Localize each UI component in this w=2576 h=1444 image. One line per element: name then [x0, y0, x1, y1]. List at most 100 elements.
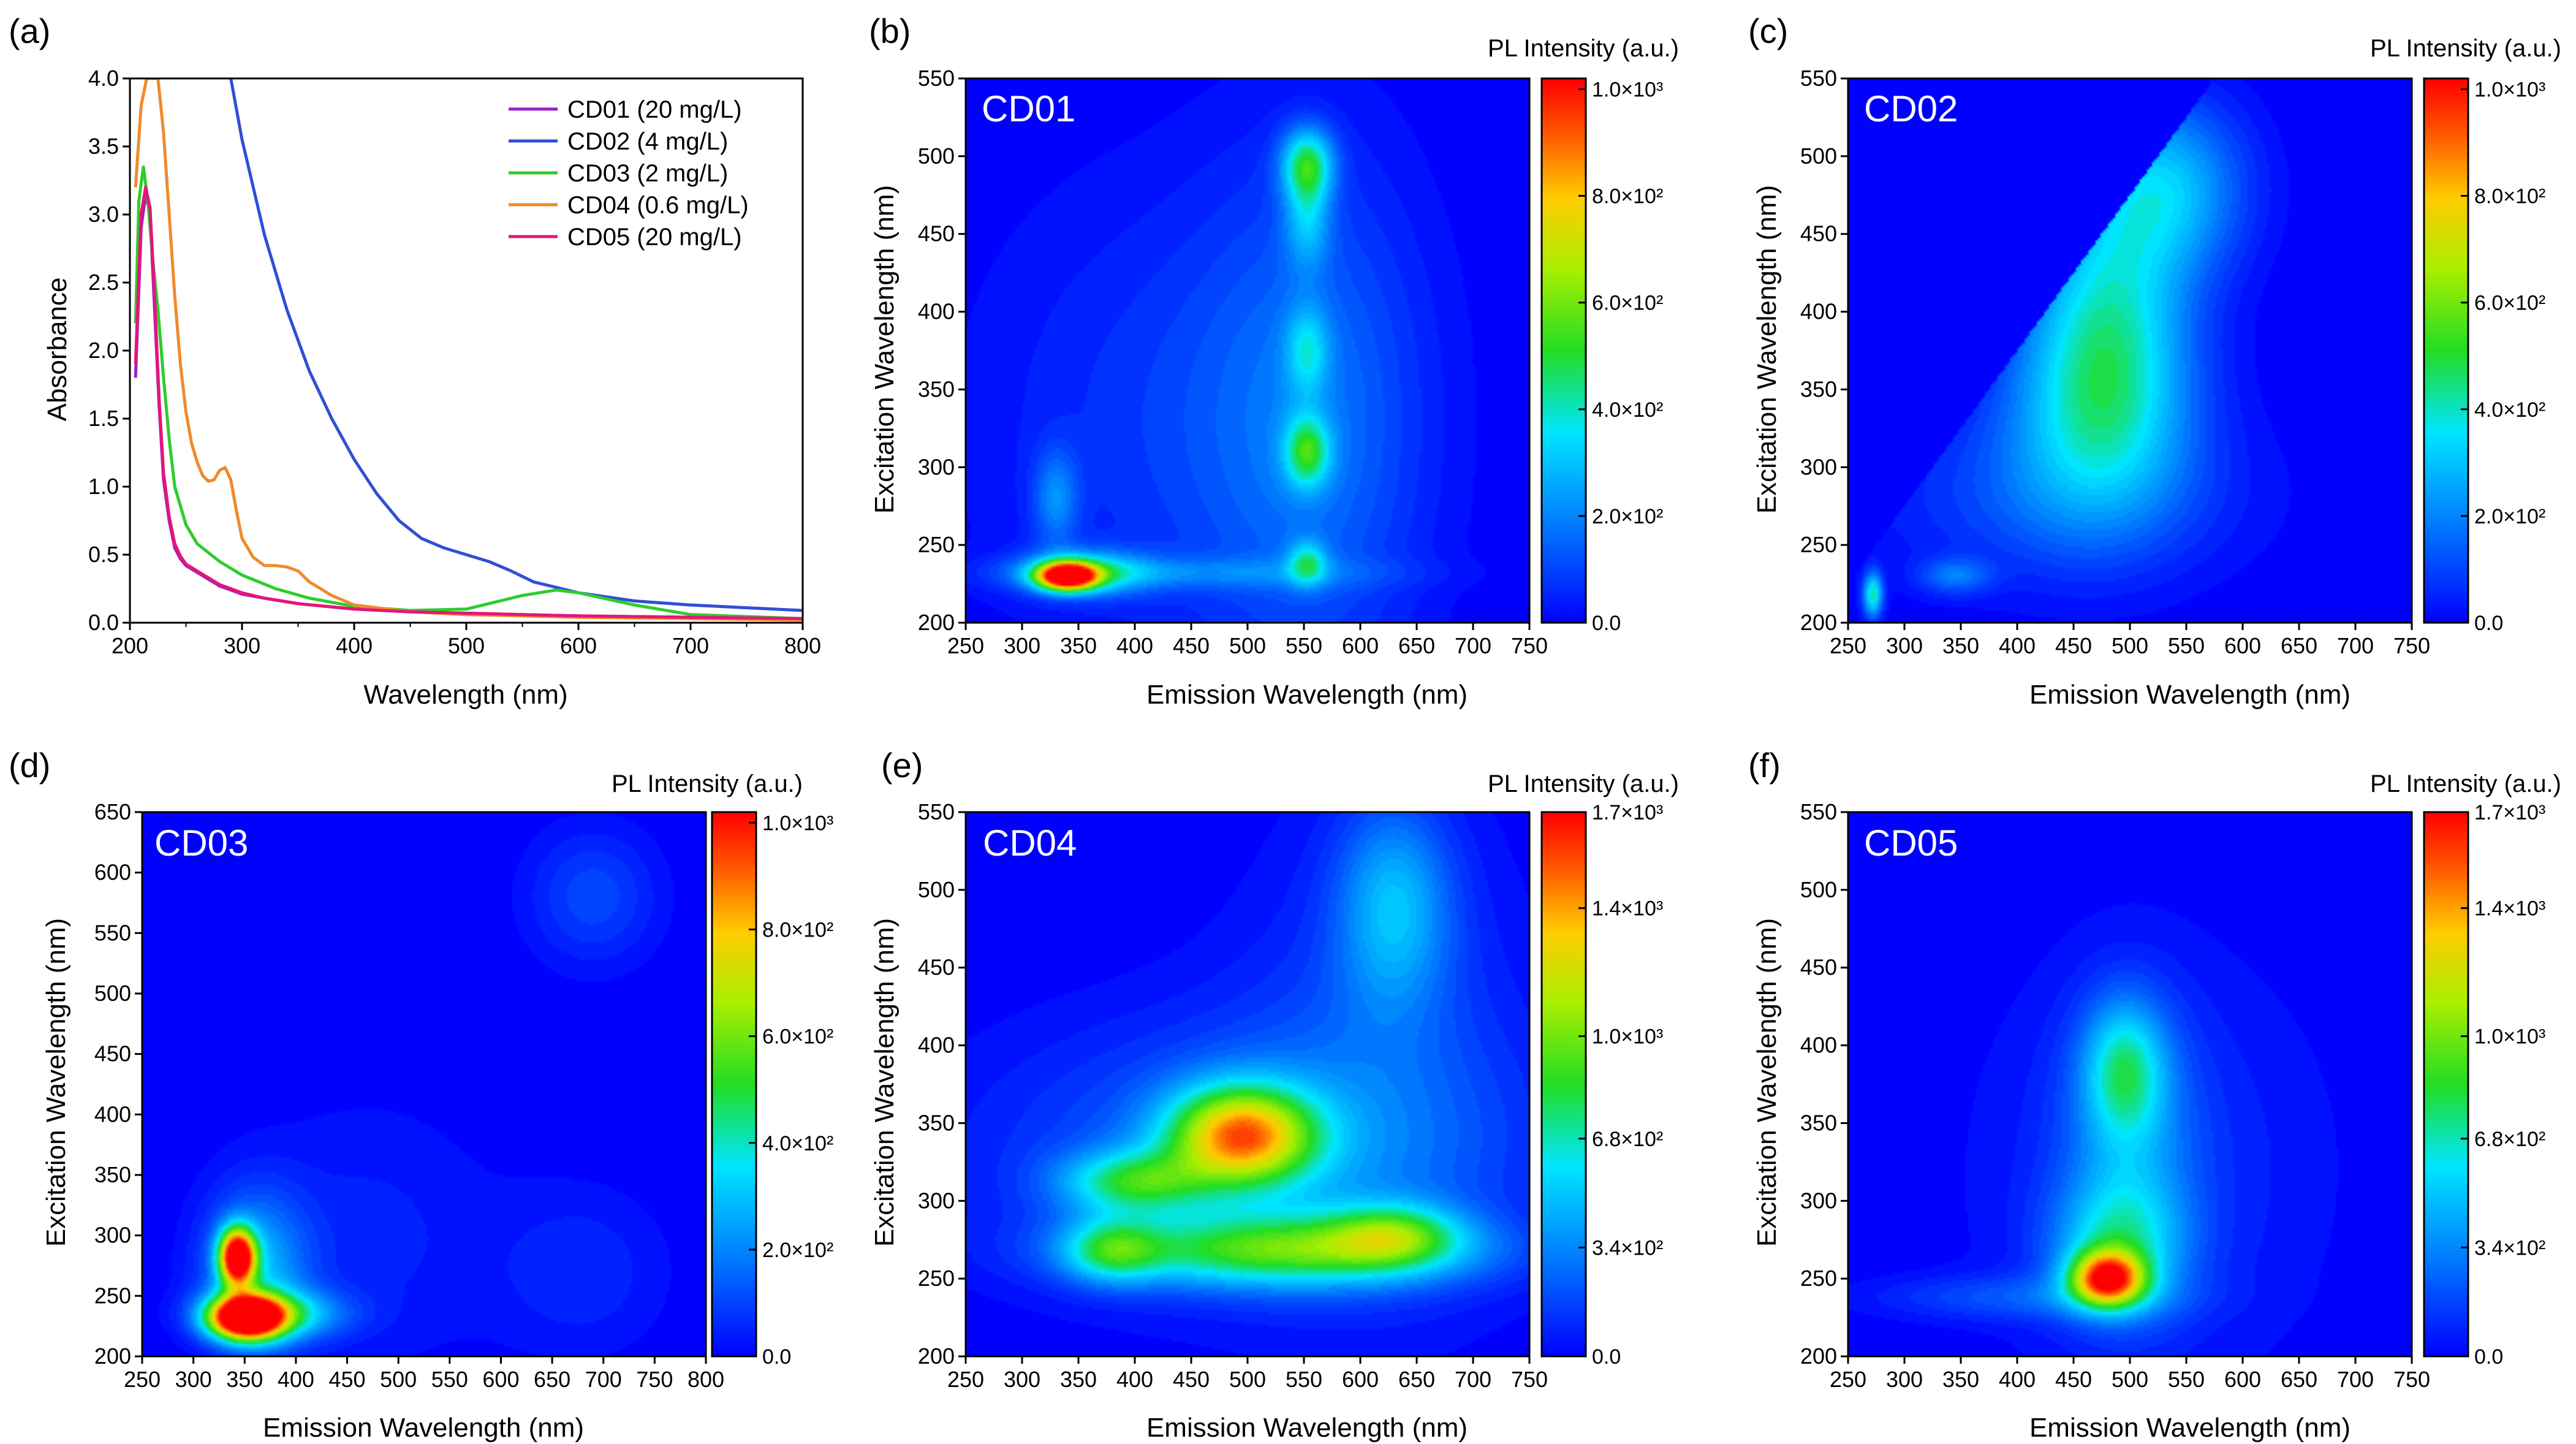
colorbar-tick-label: 1.0×10³ [2474, 1025, 2545, 1049]
colorbar-tick-label: 1.7×10³ [1592, 801, 1663, 824]
y-tick-label: 400 [918, 299, 955, 324]
y-tick-label: 450 [94, 1041, 131, 1066]
x-tick-label: 450 [1173, 633, 1210, 658]
x-axis-label: Emission Wavelength (nm) [1146, 1413, 1468, 1443]
colorbar-tick-label: 1.4×10³ [1592, 897, 1663, 921]
series-layer [134, 78, 803, 622]
colorbar: 0.0 2.0×10² 4.0×10² 6.0×10² 8.0×10² 1.0×10³ [2423, 77, 2545, 635]
colorbar-tick-label: 2.0×10² [762, 1239, 833, 1262]
y-tick-label: 0.0 [88, 610, 119, 635]
x-tick-label: 700 [1455, 1367, 1491, 1392]
sample-label: CD03 [154, 823, 248, 864]
x-tick-label: 450 [2055, 1367, 2092, 1392]
colorbar-tick-label: 3.4×10² [1592, 1236, 1663, 1260]
x-tick-label: 700 [672, 633, 709, 658]
intensity-map [1848, 812, 2412, 1356]
series-line [134, 186, 803, 620]
y-tick-label: 200 [918, 1343, 955, 1369]
y-tick-label: 300 [1800, 1188, 1837, 1213]
x-tick-label: 750 [2393, 1367, 2430, 1392]
colorbar-gradient [711, 811, 757, 1358]
axes-layer: 200 300 400 500 600 700 800 0.0 0.5 1.0 1.5 2.0 2.5 3… [88, 66, 821, 658]
y-tick-label: 350 [1800, 1110, 1837, 1135]
x-tick-label: 550 [431, 1367, 468, 1392]
panel-d-heatmap: (d) PL Intensity (a.u.) CD03 250 300 350 40… [9, 746, 833, 1443]
colorbar-tick-label: 1.0×10³ [2474, 78, 2545, 101]
colorbar-gradient [2423, 77, 2469, 624]
y-tick-label: 500 [94, 981, 131, 1006]
y-tick-label: 500 [918, 877, 955, 902]
series-line [229, 78, 803, 612]
x-tick-label: 400 [1116, 1367, 1153, 1392]
y-tick-label: 250 [1800, 1266, 1837, 1291]
intensity-map [1848, 78, 2412, 623]
plot-border [141, 811, 707, 1358]
panel-label: (c) [1748, 12, 1788, 50]
x-tick-label: 550 [2168, 633, 2205, 658]
y-tick-label: 450 [918, 955, 955, 980]
x-tick-label: 350 [1942, 1367, 1979, 1392]
x-tick-label: 400 [1116, 633, 1153, 658]
heatmap-area [966, 78, 1529, 623]
legend-entry: CD02 (4 mg/L) [567, 128, 728, 155]
intensity-map [966, 812, 1529, 1356]
panel-e-heatmap: (e) PL Intensity (a.u.) CD04 250 300 350 40… [869, 746, 1679, 1443]
x-tick-label: 400 [278, 1367, 314, 1392]
colorbar-tick-label: 6.8×10² [2474, 1128, 2545, 1151]
x-tick-label: 550 [2168, 1367, 2205, 1392]
y-tick-label: 300 [94, 1223, 131, 1248]
x-tick-label: 300 [175, 1367, 212, 1392]
y-tick-label: 550 [918, 66, 955, 91]
y-axis-label: Absorbance [42, 278, 72, 422]
x-tick-label: 300 [1004, 633, 1040, 658]
x-tick-label: 500 [448, 633, 485, 658]
colorbar-title: PL Intensity (a.u.) [2370, 35, 2561, 62]
x-tick-label: 650 [1398, 633, 1435, 658]
y-tick-label: 550 [1800, 66, 1837, 91]
panel-label: (d) [9, 746, 50, 785]
y-tick-label: 450 [918, 221, 955, 246]
x-tick-label: 700 [1455, 633, 1491, 658]
x-tick-label: 500 [2112, 633, 2148, 658]
colorbar-tick-label: 4.0×10² [2474, 398, 2545, 422]
x-tick-label: 350 [226, 1367, 263, 1392]
x-tick-label: 600 [2224, 1367, 2261, 1392]
colorbar: 0.0 2.0×10² 4.0×10² 6.0×10² 8.0×10² 1.0×10³ [711, 811, 833, 1369]
x-tick-label: 250 [1830, 633, 1866, 658]
y-tick-label: 2.0 [88, 338, 119, 363]
colorbar-gradient [1540, 811, 1587, 1358]
heatmap-area [966, 812, 1529, 1356]
y-axis-label: Excitation Wavelength (nm) [869, 185, 900, 514]
x-tick-label: 500 [380, 1367, 417, 1392]
x-tick-label: 600 [1342, 1367, 1379, 1392]
colorbar-tick-label: 1.0×10³ [762, 811, 833, 835]
y-tick-label: 400 [918, 1033, 955, 1058]
sample-label: CD04 [983, 823, 1077, 864]
colorbar-tick-label: 2.0×10² [2474, 505, 2545, 528]
axes-layer: 250 300 350 400 450 500 550 600 650 700 750 8002002… [94, 799, 724, 1392]
axes-layer: 250 300 350 400 450 500 550 600 650 700 7502002503… [1800, 66, 2430, 658]
panel-label: (f) [1748, 746, 1781, 785]
y-tick-label: 200 [1800, 610, 1837, 635]
y-tick-label: 250 [918, 1266, 955, 1291]
axes-layer: 250 300 350 400 450 500 550 600 650 700 7502002503… [918, 66, 1548, 658]
y-tick-label: 400 [1800, 299, 1837, 324]
colorbar-tick-label: 8.0×10² [1592, 185, 1663, 208]
y-tick-label: 500 [1800, 143, 1837, 169]
y-tick-label: 300 [918, 1188, 955, 1213]
colorbar-tick-label: 1.7×10³ [2474, 801, 2545, 824]
y-axis-label: Excitation Wavelength (nm) [869, 918, 900, 1247]
colorbar-tick-label: 6.0×10² [2474, 292, 2545, 315]
panel-c-heatmap: (c) PL Intensity (a.u.) CD02 250 300 350 40… [1748, 12, 2561, 710]
x-tick-label: 750 [1511, 633, 1548, 658]
x-axis-label: Wavelength (nm) [363, 680, 567, 710]
y-tick-label: 1.0 [88, 474, 119, 499]
x-tick-label: 300 [1886, 1367, 1923, 1392]
series-line [134, 78, 803, 622]
x-tick-label: 750 [636, 1367, 673, 1392]
colorbar-title: PL Intensity (a.u.) [1488, 35, 1679, 62]
y-tick-label: 650 [94, 799, 131, 824]
x-tick-label: 350 [1060, 1367, 1097, 1392]
colorbar-tick-label: 8.0×10² [762, 919, 833, 942]
